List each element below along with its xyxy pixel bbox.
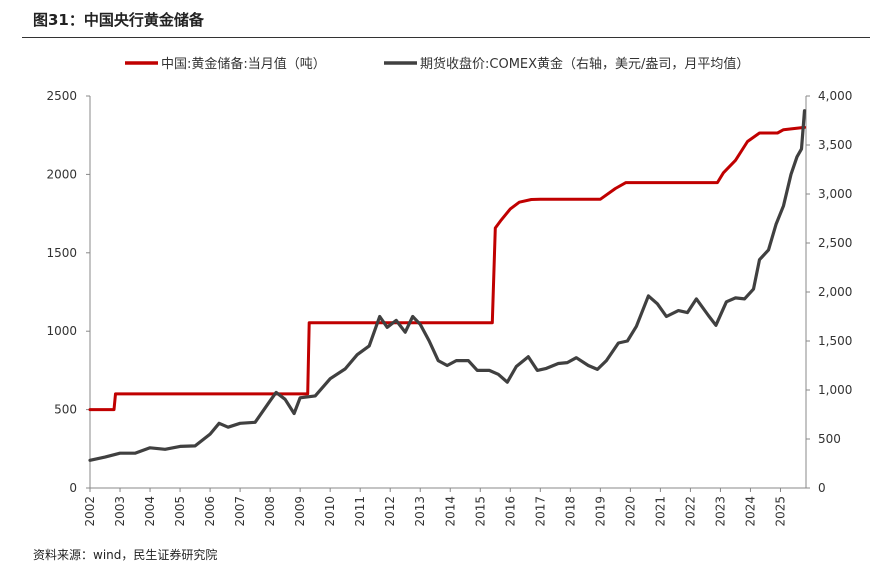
x-tick-label: 2010 [323,496,337,527]
source-note: 资料来源：wind，民生证券研究院 [33,548,218,562]
right-tick-label: 4,000 [818,89,852,103]
x-tick-label: 2023 [713,496,727,527]
chart-legend: 中国:黄金储备:当月值（吨） 期货收盘价:COMEX黄金（右轴，美元/盎司，月平均… [125,56,749,72]
x-tick-label: 2016 [503,496,517,527]
x-tick-label: 2004 [143,496,157,527]
chart-series [88,109,807,462]
right-tick-label: 500 [818,432,841,446]
x-tick-label: 2024 [743,496,757,527]
left-tick-label: 2000 [46,167,77,181]
x-tick-label: 2009 [293,496,307,527]
legend-label: 中国:黄金储备:当月值（吨） [161,56,326,72]
left-tick-label: 2500 [46,89,77,103]
x-tick-label: 2011 [353,496,367,527]
left-tick-label: 0 [69,481,77,495]
x-tick-label: 2020 [623,496,637,527]
x-tick-label: 2007 [233,496,247,527]
x-tick-label: 2014 [443,496,457,527]
x-tick-label: 2012 [383,496,397,527]
right-tick-label: 3,500 [818,138,852,152]
left-tick-label: 1000 [46,324,77,338]
x-tick-label: 2017 [533,496,547,527]
x-tick-label: 2006 [203,496,217,527]
right-tick-label: 1,000 [818,383,852,397]
x-tick-label: 2025 [773,496,787,527]
right-tick-label: 2,000 [818,285,852,299]
comex-gold-price-line [88,109,807,462]
x-tick-label: 2022 [683,496,697,527]
left-tick-label: 500 [54,403,77,417]
x-tick-label: 2008 [263,496,277,527]
x-tick-label: 2003 [113,496,127,527]
chart-canvas: 0 500 1000 1500 2000 2500 0 500 1,000 1,500 2,000 2… [46,56,852,527]
left-tick-label: 1500 [46,246,77,260]
legend-label: 期货收盘价:COMEX黄金（右轴，美元/盎司，月平均值） [420,56,749,72]
x-tick-label: 2015 [473,496,487,527]
title-divider [22,37,870,38]
right-tick-label: 3,000 [818,187,852,201]
chart-axes: 0 500 1000 1500 2000 2500 0 500 1,000 1,500 2,000 2… [46,89,852,527]
x-tick-label: 2013 [413,496,427,527]
x-tick-label: 2021 [653,496,667,527]
right-tick-label: 0 [818,481,826,495]
x-tick-label: 2005 [173,496,187,527]
x-tick-label: 2019 [593,496,607,527]
figure-title: 图31：中国央行黄金储备 [33,11,204,29]
right-tick-label: 2,500 [818,236,852,250]
x-tick-label: 2018 [563,496,577,527]
right-tick-label: 1,500 [818,334,852,348]
x-tick-label: 2002 [83,496,97,527]
gold-reserve-line [88,125,806,412]
